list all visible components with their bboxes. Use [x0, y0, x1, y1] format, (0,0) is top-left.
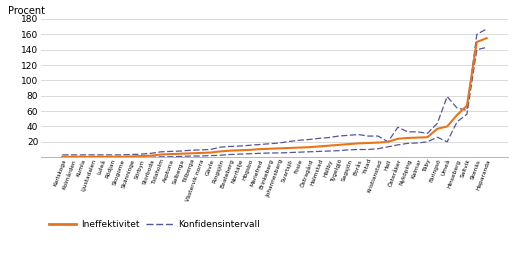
Legend: Ineffektivitet, Konfidensintervall: Ineffektivitet, Konfidensintervall [46, 217, 264, 233]
Text: Procent: Procent [8, 6, 45, 16]
